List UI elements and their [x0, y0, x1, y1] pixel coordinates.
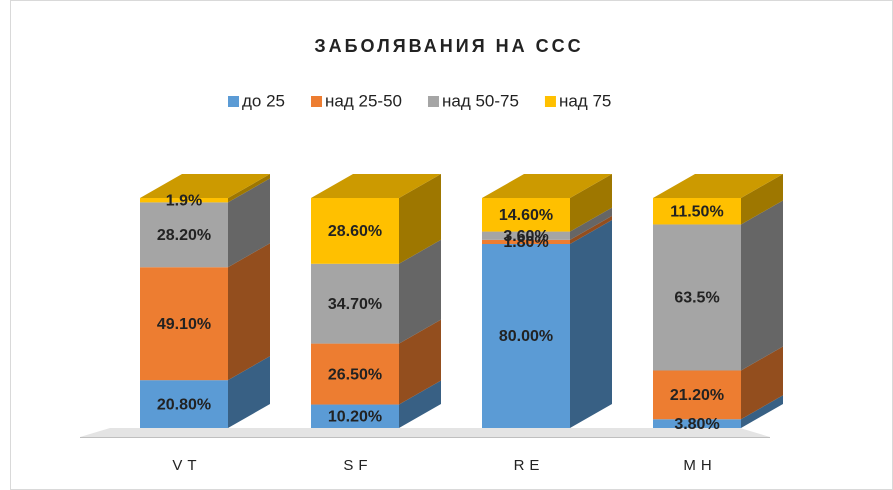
x-tick-label: SF	[343, 457, 372, 474]
value-label: 34.70%	[328, 296, 382, 313]
bar-side	[570, 215, 612, 244]
legend-swatch	[311, 96, 323, 107]
value-label: 28.60%	[328, 223, 382, 240]
bar	[140, 202, 228, 268]
value-label: 20.80%	[157, 396, 211, 413]
bar-top	[140, 174, 270, 198]
legend-swatch	[544, 96, 556, 107]
bar	[653, 370, 741, 420]
bar-top	[653, 174, 783, 198]
x-tick-label: MH	[683, 457, 716, 474]
bar-side	[228, 174, 270, 203]
legend-label: над 25-50	[325, 91, 402, 110]
bar-top	[311, 174, 441, 198]
bar	[140, 198, 228, 203]
bar-side	[570, 220, 612, 428]
bar	[482, 231, 570, 240]
bar	[653, 198, 741, 225]
bar-side	[399, 174, 441, 264]
bar	[653, 419, 741, 428]
bar-side	[570, 174, 612, 232]
value-label: 3.60%	[503, 228, 548, 245]
bar-side	[741, 200, 783, 371]
value-label: 3.80%	[674, 416, 719, 433]
legend-label: над 75	[559, 91, 611, 110]
bar	[140, 267, 228, 381]
value-label: 63.5%	[674, 290, 719, 307]
value-label: 49.10%	[157, 316, 211, 333]
bar-side	[228, 178, 270, 268]
bar	[482, 239, 570, 244]
legend-swatch	[228, 96, 239, 107]
bar-top	[482, 174, 612, 198]
bar-side	[399, 239, 441, 344]
legend-label: до 25	[242, 91, 285, 110]
bar	[140, 380, 228, 428]
value-label: 80.00%	[499, 328, 553, 345]
value-label: 26.50%	[328, 366, 382, 383]
floor	[80, 428, 770, 437]
value-label: 1.80%	[503, 234, 548, 251]
bar	[311, 198, 399, 264]
bar	[482, 244, 570, 428]
bar-side	[399, 319, 441, 405]
legend-label: над 50-75	[442, 91, 519, 110]
x-tick-label: VT	[172, 457, 201, 474]
bar-side	[741, 174, 783, 225]
bar	[311, 343, 399, 405]
value-label: 1.9%	[166, 192, 202, 209]
bar-side	[228, 356, 270, 428]
bar-side	[741, 395, 783, 428]
bar-side	[399, 380, 441, 428]
value-label: 28.20%	[157, 227, 211, 244]
value-label: 10.20%	[328, 408, 382, 425]
bar-side	[741, 346, 783, 420]
bar	[311, 263, 399, 344]
value-label: 21.20%	[670, 387, 724, 404]
chart-title: ЗАБОЛЯВАНИЯ НА ССС	[314, 36, 583, 56]
x-tick-label: RE	[514, 457, 545, 474]
bar-side	[228, 243, 270, 381]
bar	[653, 224, 741, 371]
value-label: 14.60%	[499, 207, 553, 224]
bar-side	[570, 207, 612, 240]
value-label: 11.50%	[670, 203, 723, 220]
legend-swatch	[427, 96, 439, 107]
bar	[311, 404, 399, 428]
bar	[482, 198, 570, 232]
